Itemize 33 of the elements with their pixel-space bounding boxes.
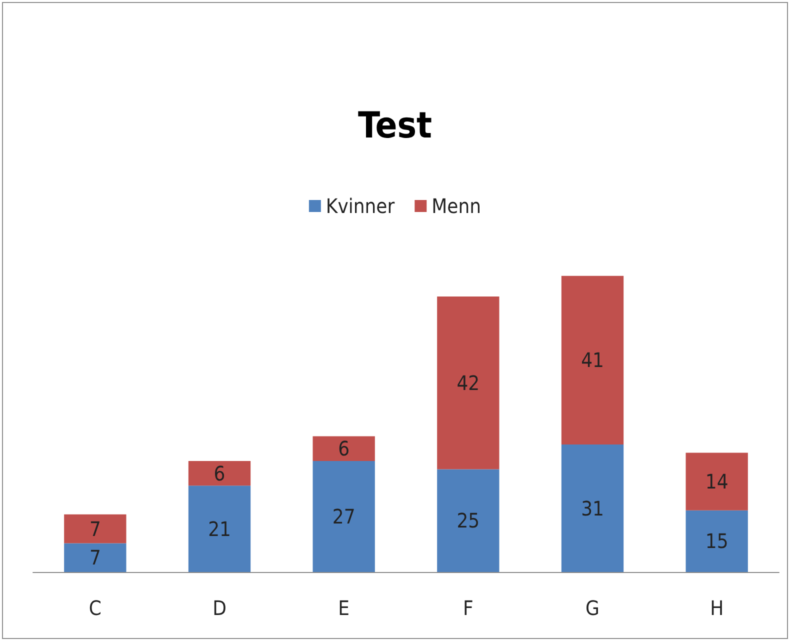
data-label: 15 — [705, 529, 728, 554]
x-tick-label: H — [710, 596, 724, 620]
x-tick-label: C — [88, 596, 102, 620]
bar — [312, 460, 375, 572]
data-label: 14 — [705, 470, 728, 494]
bar — [64, 543, 126, 572]
bar — [188, 460, 251, 486]
bar — [437, 469, 500, 572]
legend-label: Menn — [432, 194, 482, 218]
data-label: 7 — [89, 546, 101, 570]
x-tick-label: D — [212, 596, 226, 620]
data-label: 27 — [332, 504, 356, 528]
data-label: 25 — [456, 508, 480, 533]
bar — [312, 436, 375, 461]
data-label: 6 — [214, 461, 226, 486]
chart-title: Test — [358, 106, 432, 146]
data-label: 31 — [581, 496, 604, 520]
x-tick-label: G — [586, 596, 600, 620]
bar — [437, 296, 500, 470]
data-label: 6 — [338, 436, 350, 461]
bar — [561, 444, 624, 572]
x-tick-label: E — [338, 596, 350, 620]
data-label: 41 — [581, 348, 604, 372]
bar — [561, 276, 624, 445]
legend-label: Kvinner — [326, 194, 396, 218]
bar — [64, 514, 126, 544]
bar — [686, 510, 748, 572]
bar — [686, 452, 748, 510]
data-label: 7 — [89, 516, 101, 541]
data-label: 21 — [208, 516, 231, 541]
data-label: 42 — [456, 370, 480, 395]
x-tick-label: F — [462, 596, 474, 620]
bar — [188, 486, 251, 572]
